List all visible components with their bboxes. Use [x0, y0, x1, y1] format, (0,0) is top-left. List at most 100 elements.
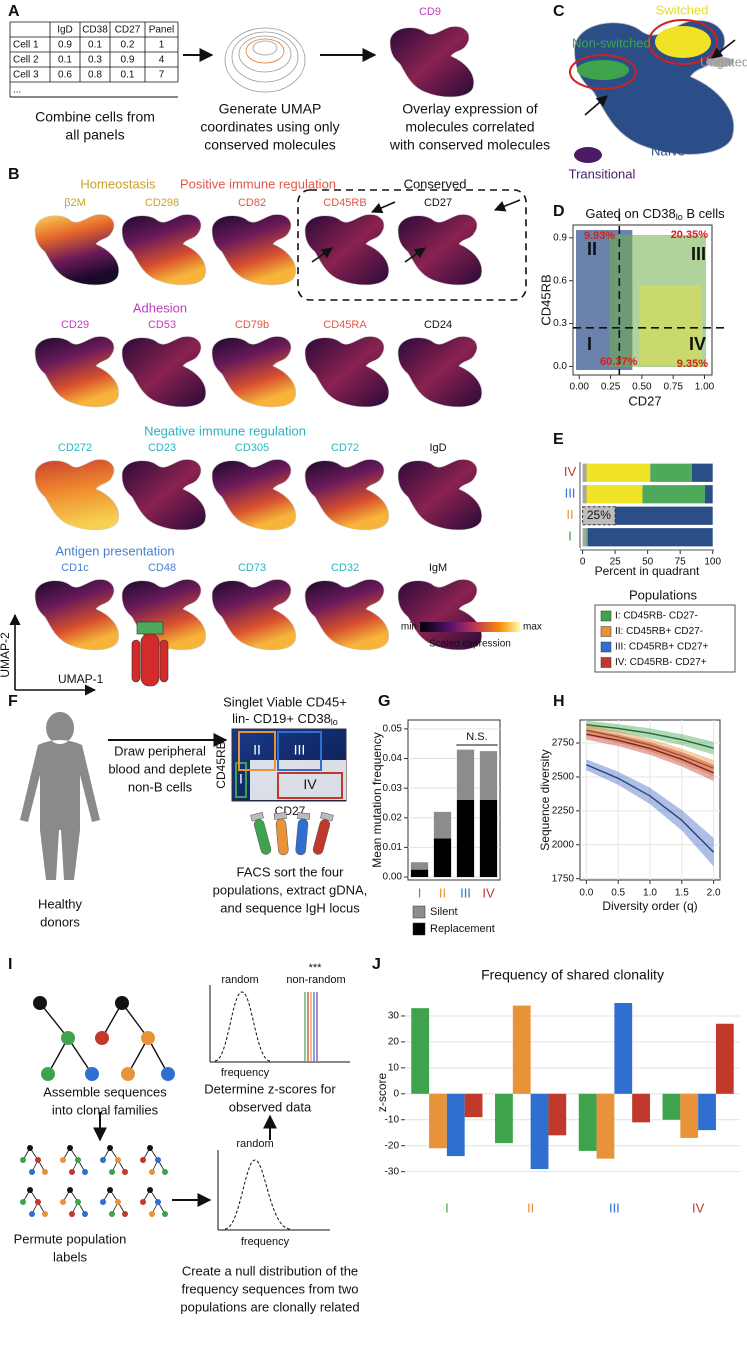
tree-node: [122, 1169, 128, 1175]
line: [586, 764, 715, 853]
tree-node: [85, 1067, 99, 1081]
y-tick-label: 30: [388, 1011, 400, 1022]
tree-node: [35, 1157, 41, 1163]
label: non-B cells: [128, 779, 193, 794]
cluster: [569, 54, 637, 90]
quadrant-percent: 60.37%: [600, 356, 638, 368]
category-label: I: [418, 885, 422, 900]
tree-node: [27, 1187, 33, 1193]
y-tick-label: 0.9: [553, 232, 567, 243]
bar: [479, 800, 498, 878]
umap-axis-label: UMAP-1: [58, 672, 104, 686]
marker-name: CD79b: [235, 319, 269, 331]
tree-node: [140, 1157, 146, 1163]
y-axis-label: CD45RB: [214, 741, 228, 788]
group-title: Conserved: [404, 176, 467, 191]
label: conserved molecules: [204, 137, 336, 153]
bar: [548, 1093, 567, 1136]
umap-plot: [211, 214, 297, 286]
group-title: Adhesion: [133, 300, 187, 315]
tree-node: [109, 1169, 115, 1175]
colorbar-label: Scaled expression: [429, 639, 511, 650]
tree-node: [41, 1067, 55, 1081]
y-tick-label: 2250: [552, 805, 575, 816]
table-cell: Cell 1: [13, 40, 39, 51]
tube: [159, 639, 169, 683]
table-cell: ...: [13, 85, 21, 96]
bar: [704, 485, 713, 504]
tree-node: [109, 1211, 115, 1217]
tree-node: [121, 1067, 135, 1081]
label: donors: [40, 914, 80, 929]
colorbar-max: max: [523, 622, 542, 633]
y-axis-label: z-score: [375, 1073, 389, 1113]
tree-node: [67, 1145, 73, 1151]
x-tick-label: 0.00: [570, 382, 590, 393]
label: Assemble sequences: [43, 1084, 167, 1099]
bar: [429, 1093, 447, 1149]
marker-name: CD72: [331, 442, 359, 454]
panel-label: A: [8, 3, 20, 20]
umap-plot: [397, 214, 483, 286]
category-label: II: [566, 507, 573, 522]
umap-plot: [121, 459, 207, 531]
umap-plot: [34, 579, 120, 651]
y-tick-label: 2000: [552, 839, 575, 850]
sort-tube: [295, 812, 311, 856]
donor-silhouette: [20, 712, 100, 880]
table-cell: 0.9: [121, 55, 135, 66]
marker-name: CD48: [148, 562, 176, 574]
umap-plot: [121, 579, 207, 651]
line: [586, 729, 714, 769]
legend-swatch: [600, 626, 612, 637]
x-tick-label: 75: [675, 557, 687, 568]
quadrant-label: III: [691, 244, 706, 264]
curve-label: random: [221, 974, 258, 986]
umap-plot: [304, 459, 390, 531]
umap-plot: [211, 459, 297, 531]
tree-node: [82, 1169, 88, 1175]
label: blood and deplete: [108, 761, 211, 776]
y-tick-label: 1750: [552, 873, 575, 884]
tree-node: [107, 1187, 113, 1193]
category-label: II: [527, 1200, 534, 1215]
tree-node: [67, 1187, 73, 1193]
quadrant-label: IV: [689, 334, 706, 354]
tree-node: [20, 1199, 26, 1205]
table-cell: Cell 3: [13, 70, 39, 81]
contour: [224, 27, 306, 93]
cluster: [648, 19, 718, 65]
quadrant-percent: 9.35%: [677, 358, 708, 370]
x-tick-label: 0.0: [579, 888, 593, 899]
contour: [245, 38, 285, 64]
cluster-label: Switched: [656, 2, 709, 17]
tree-node: [155, 1199, 161, 1205]
legend-swatch: [600, 610, 612, 622]
confidence-band: [586, 728, 714, 782]
legend-label: III: CD45RB+ CD27+: [615, 642, 709, 653]
y-tick-label: 0.03: [383, 783, 403, 794]
category-label: IV: [482, 885, 495, 900]
tree-node: [149, 1211, 155, 1217]
tree-node: [27, 1145, 33, 1151]
y-tick-label: 0.6: [553, 275, 567, 286]
bar: [456, 749, 475, 800]
tree-node: [60, 1199, 66, 1205]
curve-label: non-random: [286, 974, 345, 986]
cluster: [706, 57, 734, 67]
tree-edge: [121, 1002, 149, 1039]
bar: [433, 838, 452, 878]
x-tick-label: 50: [642, 557, 654, 568]
tube: [275, 818, 289, 856]
table-cell: 0.6: [58, 70, 72, 81]
label: Permute population: [14, 1231, 127, 1246]
marker-name: IgM: [429, 562, 447, 574]
curve-label: random: [236, 1138, 273, 1150]
category-label: I: [445, 1200, 449, 1215]
bar: [479, 751, 498, 800]
gate-label: III: [294, 742, 306, 758]
table-cell: 1: [159, 40, 165, 51]
label: all panels: [65, 127, 124, 143]
label: and sequence IgH locus: [220, 900, 360, 915]
